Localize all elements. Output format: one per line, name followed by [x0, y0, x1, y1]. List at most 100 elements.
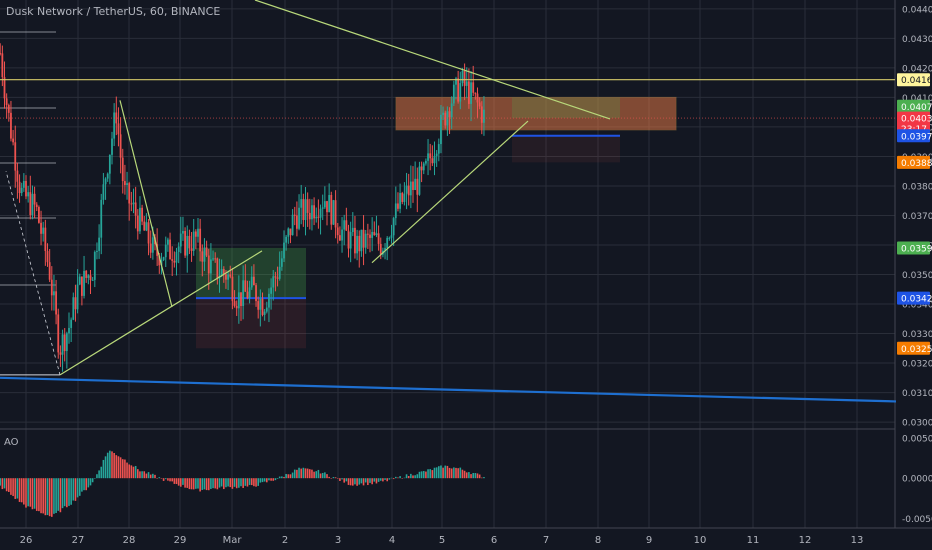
- candle-body: [81, 276, 83, 296]
- candle-body: [139, 207, 141, 232]
- ao-bar: [35, 478, 38, 511]
- ao-bar: [12, 478, 14, 497]
- ao-bar: [126, 462, 128, 479]
- ao-bar: [182, 478, 184, 485]
- ao-bar: [435, 467, 438, 479]
- candle-body: [167, 239, 169, 245]
- ao-bar: [474, 472, 477, 479]
- ao-bar: [442, 467, 444, 479]
- ao-bar: [481, 477, 483, 479]
- ao-bar: [416, 474, 419, 479]
- candle-body: [136, 215, 139, 232]
- ao-bar: [3, 478, 6, 489]
- candle-body: [328, 194, 331, 213]
- ao-histogram: [0, 450, 485, 517]
- ao-bar: [293, 469, 296, 479]
- ao-bar: [407, 475, 410, 479]
- ao-bar: [401, 478, 404, 479]
- ao-bar: [238, 478, 240, 488]
- candle-body: [369, 234, 371, 238]
- price-tick-label: 0.0340: [902, 301, 932, 311]
- ao-bar: [444, 465, 447, 479]
- candle-body: [130, 203, 133, 205]
- ao-bar: [29, 478, 32, 507]
- ao-bar: [83, 478, 85, 491]
- time-tick-label: 27: [72, 535, 85, 546]
- ao-bar: [40, 478, 42, 514]
- ao-bar: [223, 478, 225, 490]
- ao-bar: [352, 478, 354, 486]
- ao-bar: [371, 478, 373, 485]
- price-label-box: [897, 291, 930, 305]
- ao-bar: [257, 478, 259, 486]
- candle-body: [283, 242, 285, 259]
- ao-bar: [278, 476, 281, 479]
- ao-bar: [399, 476, 401, 479]
- candle-body: [203, 247, 206, 262]
- price-label-text: 0.0407: [901, 103, 932, 113]
- price-tick-label: 0.0430: [902, 35, 932, 45]
- wedge-leg: [119, 100, 173, 308]
- ao-bar: [336, 478, 339, 479]
- ao-bar: [414, 475, 416, 479]
- candle-body: [242, 280, 245, 306]
- candle-body: [229, 274, 232, 277]
- ao-bar: [457, 468, 459, 479]
- candle-body: [334, 200, 337, 228]
- candle-body: [162, 257, 165, 260]
- candle-body: [3, 77, 6, 99]
- candle-body: [384, 247, 386, 251]
- ao-bar: [345, 478, 348, 482]
- long-target-zone: [196, 247, 306, 299]
- ao-bar: [429, 469, 431, 479]
- ao-bar: [298, 467, 300, 479]
- candle-body: [33, 193, 36, 205]
- candle-body: [431, 158, 434, 164]
- candle-body: [455, 78, 457, 85]
- candle-body: [444, 112, 447, 126]
- ao-bar: [160, 478, 163, 479]
- ao-bar: [313, 471, 315, 479]
- candle-body: [433, 155, 436, 164]
- ao-bar: [74, 478, 77, 501]
- candle-body: [296, 215, 298, 229]
- ao-bar: [287, 474, 290, 479]
- candle-body: [240, 292, 242, 306]
- candle-body: [0, 53, 2, 55]
- ao-bar: [96, 474, 98, 479]
- ao-bar: [231, 478, 234, 489]
- candle-body: [457, 78, 460, 102]
- ao-bar: [51, 478, 53, 517]
- candle-body: [10, 112, 12, 139]
- candle-body: [197, 228, 199, 237]
- ao-bar: [188, 478, 191, 490]
- ao-bar: [20, 478, 23, 503]
- candle-body: [347, 230, 350, 249]
- candle-body: [190, 248, 193, 251]
- candle-body: [289, 228, 292, 236]
- candle-body: [427, 153, 429, 161]
- ao-bar: [192, 478, 195, 490]
- candle-body: [366, 233, 369, 235]
- ao-bar: [57, 478, 60, 511]
- candle-body: [343, 220, 346, 230]
- ao-bar: [328, 476, 330, 479]
- ao-bar: [63, 478, 66, 507]
- candle-body: [349, 232, 352, 249]
- candle-body: [50, 279, 53, 296]
- candle-body: [225, 274, 227, 280]
- candle-body: [164, 244, 167, 258]
- ao-tick-label: -0.0050: [902, 515, 932, 525]
- ao-bar: [98, 470, 100, 479]
- candle-body: [227, 274, 229, 280]
- candle-body: [57, 314, 60, 353]
- ao-bar: [124, 459, 126, 479]
- ao-bar: [386, 478, 388, 482]
- candle-body: [276, 277, 279, 279]
- candle-body: [308, 212, 311, 220]
- ao-bar: [427, 469, 429, 479]
- ao-bar: [315, 471, 318, 479]
- candle-body: [31, 193, 34, 216]
- price-label-box: [897, 129, 930, 143]
